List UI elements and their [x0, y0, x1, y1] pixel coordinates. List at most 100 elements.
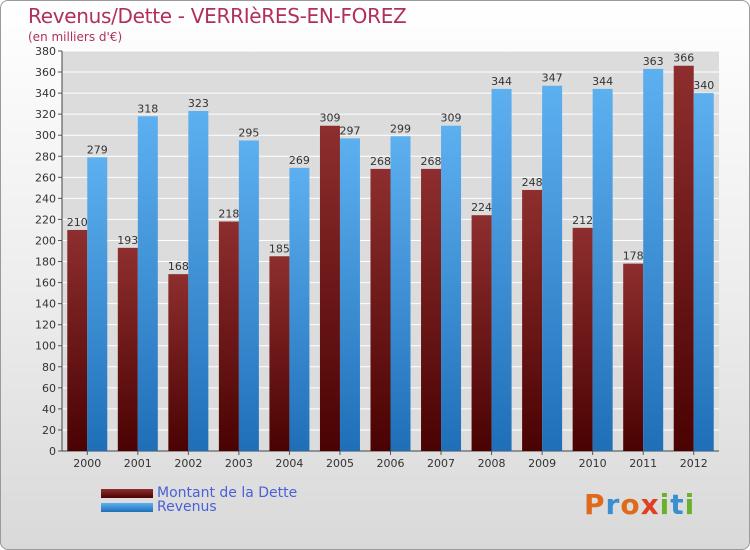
data-label: 168 — [168, 260, 189, 273]
chart-title: Revenus/Dette - VERRIèRES-EN-FOREZ — [28, 4, 407, 28]
y-tick-label: 180 — [35, 256, 56, 269]
bar-revenus — [441, 125, 462, 451]
x-tick-label: 2009 — [528, 457, 556, 470]
bar-revenus — [87, 157, 108, 451]
bar-revenus — [238, 140, 259, 451]
bar-dette — [421, 168, 442, 452]
data-label: 297 — [339, 124, 360, 137]
data-label: 268 — [370, 155, 391, 168]
y-tick-label: 0 — [49, 445, 56, 458]
x-tick-label: 2005 — [326, 457, 354, 470]
y-tick-label: 140 — [35, 298, 56, 311]
y-tick-label: 340 — [35, 87, 56, 100]
bar-dette — [319, 125, 340, 451]
y-tick-label: 20 — [42, 424, 56, 437]
data-label: 344 — [491, 75, 512, 88]
y-tick-label: 220 — [35, 213, 56, 226]
bar-revenus — [693, 93, 714, 452]
y-tick-label: 120 — [35, 319, 56, 332]
data-label: 309 — [319, 112, 340, 125]
y-tick-label: 100 — [35, 340, 56, 353]
x-tick-label: 2001 — [124, 457, 152, 470]
data-label: 363 — [643, 55, 664, 68]
legend-swatch-dette — [101, 488, 153, 498]
data-label: 268 — [421, 155, 442, 168]
legend-swatch-revenus — [101, 502, 153, 512]
data-label: 279 — [87, 143, 108, 156]
bar-revenus — [339, 138, 360, 452]
bar-revenus — [491, 88, 512, 451]
bar-revenus — [289, 167, 310, 451]
legend-label-revenus: Revenus — [157, 499, 217, 515]
x-tick-label: 2008 — [478, 457, 506, 470]
bar-dette — [269, 256, 290, 451]
data-label: 210 — [67, 216, 88, 229]
bar-dette — [117, 247, 138, 451]
bar-revenus — [137, 116, 158, 452]
bar-dette — [471, 215, 492, 451]
data-label: 185 — [269, 242, 290, 255]
x-tick-label: 2003 — [225, 457, 253, 470]
data-label: 309 — [441, 112, 462, 125]
x-tick-label: 2004 — [275, 457, 303, 470]
data-label: 178 — [623, 250, 644, 263]
logo-letter: t — [670, 488, 685, 521]
logo-letter: P — [584, 488, 606, 521]
bar-dette — [168, 274, 189, 451]
y-tick-label: 300 — [35, 129, 56, 142]
bar-dette — [572, 227, 593, 451]
bar-revenus — [390, 136, 411, 451]
data-label: 193 — [117, 234, 138, 247]
y-tick-label: 60 — [42, 382, 56, 395]
bar-dette — [673, 65, 694, 451]
y-tick-label: 80 — [42, 361, 56, 374]
y-tick-label: 200 — [35, 234, 56, 247]
data-label: 318 — [137, 102, 158, 115]
bar-revenus — [643, 68, 664, 451]
bar-revenus — [188, 111, 209, 451]
bar-dette — [370, 168, 391, 452]
legend: Montant de la Dette Revenus — [101, 485, 298, 515]
data-label: 295 — [238, 126, 259, 139]
data-label: 366 — [673, 52, 694, 65]
bar-dette — [218, 221, 239, 451]
logo-letter: r — [605, 488, 621, 521]
data-label: 347 — [542, 72, 563, 85]
y-tick-label: 160 — [35, 277, 56, 290]
data-label: 340 — [693, 79, 714, 92]
y-tick-label: 280 — [35, 150, 56, 163]
x-tick-label: 2010 — [579, 457, 607, 470]
bar-dette — [522, 189, 543, 451]
y-tick-label: 260 — [35, 171, 56, 184]
data-label: 218 — [218, 208, 239, 221]
logo-letter: x — [640, 488, 660, 521]
logo-letter: o — [620, 488, 641, 521]
x-tick-label: 2011 — [629, 457, 657, 470]
data-label: 212 — [572, 214, 593, 227]
bar-revenus — [592, 88, 613, 451]
y-tick-label: 240 — [35, 192, 56, 205]
legend-item-revenus: Revenus — [101, 499, 297, 515]
y-tick-label: 40 — [42, 403, 56, 416]
legend-label-dette: Montant de la Dette — [157, 485, 298, 501]
logo-letter: i — [659, 488, 671, 521]
bar-dette — [623, 263, 644, 451]
x-tick-label: 2006 — [377, 457, 405, 470]
x-tick-label: 2007 — [427, 457, 455, 470]
legend-item-dette: Montant de la Dette — [101, 485, 298, 501]
x-tick-label: 2012 — [680, 457, 708, 470]
x-tick-label: 2000 — [73, 457, 101, 470]
data-label: 344 — [592, 75, 613, 88]
bar-revenus — [542, 85, 563, 451]
data-label: 299 — [390, 122, 411, 135]
y-tick-label: 360 — [35, 66, 56, 79]
data-label: 224 — [471, 201, 492, 214]
y-tick-label: 320 — [35, 108, 56, 121]
proxiti-logo: Proxiti — [584, 488, 695, 521]
data-label: 248 — [522, 176, 543, 189]
data-label: 269 — [289, 154, 310, 167]
y-tick-label: 380 — [35, 45, 56, 58]
x-tick-label: 2002 — [174, 457, 202, 470]
